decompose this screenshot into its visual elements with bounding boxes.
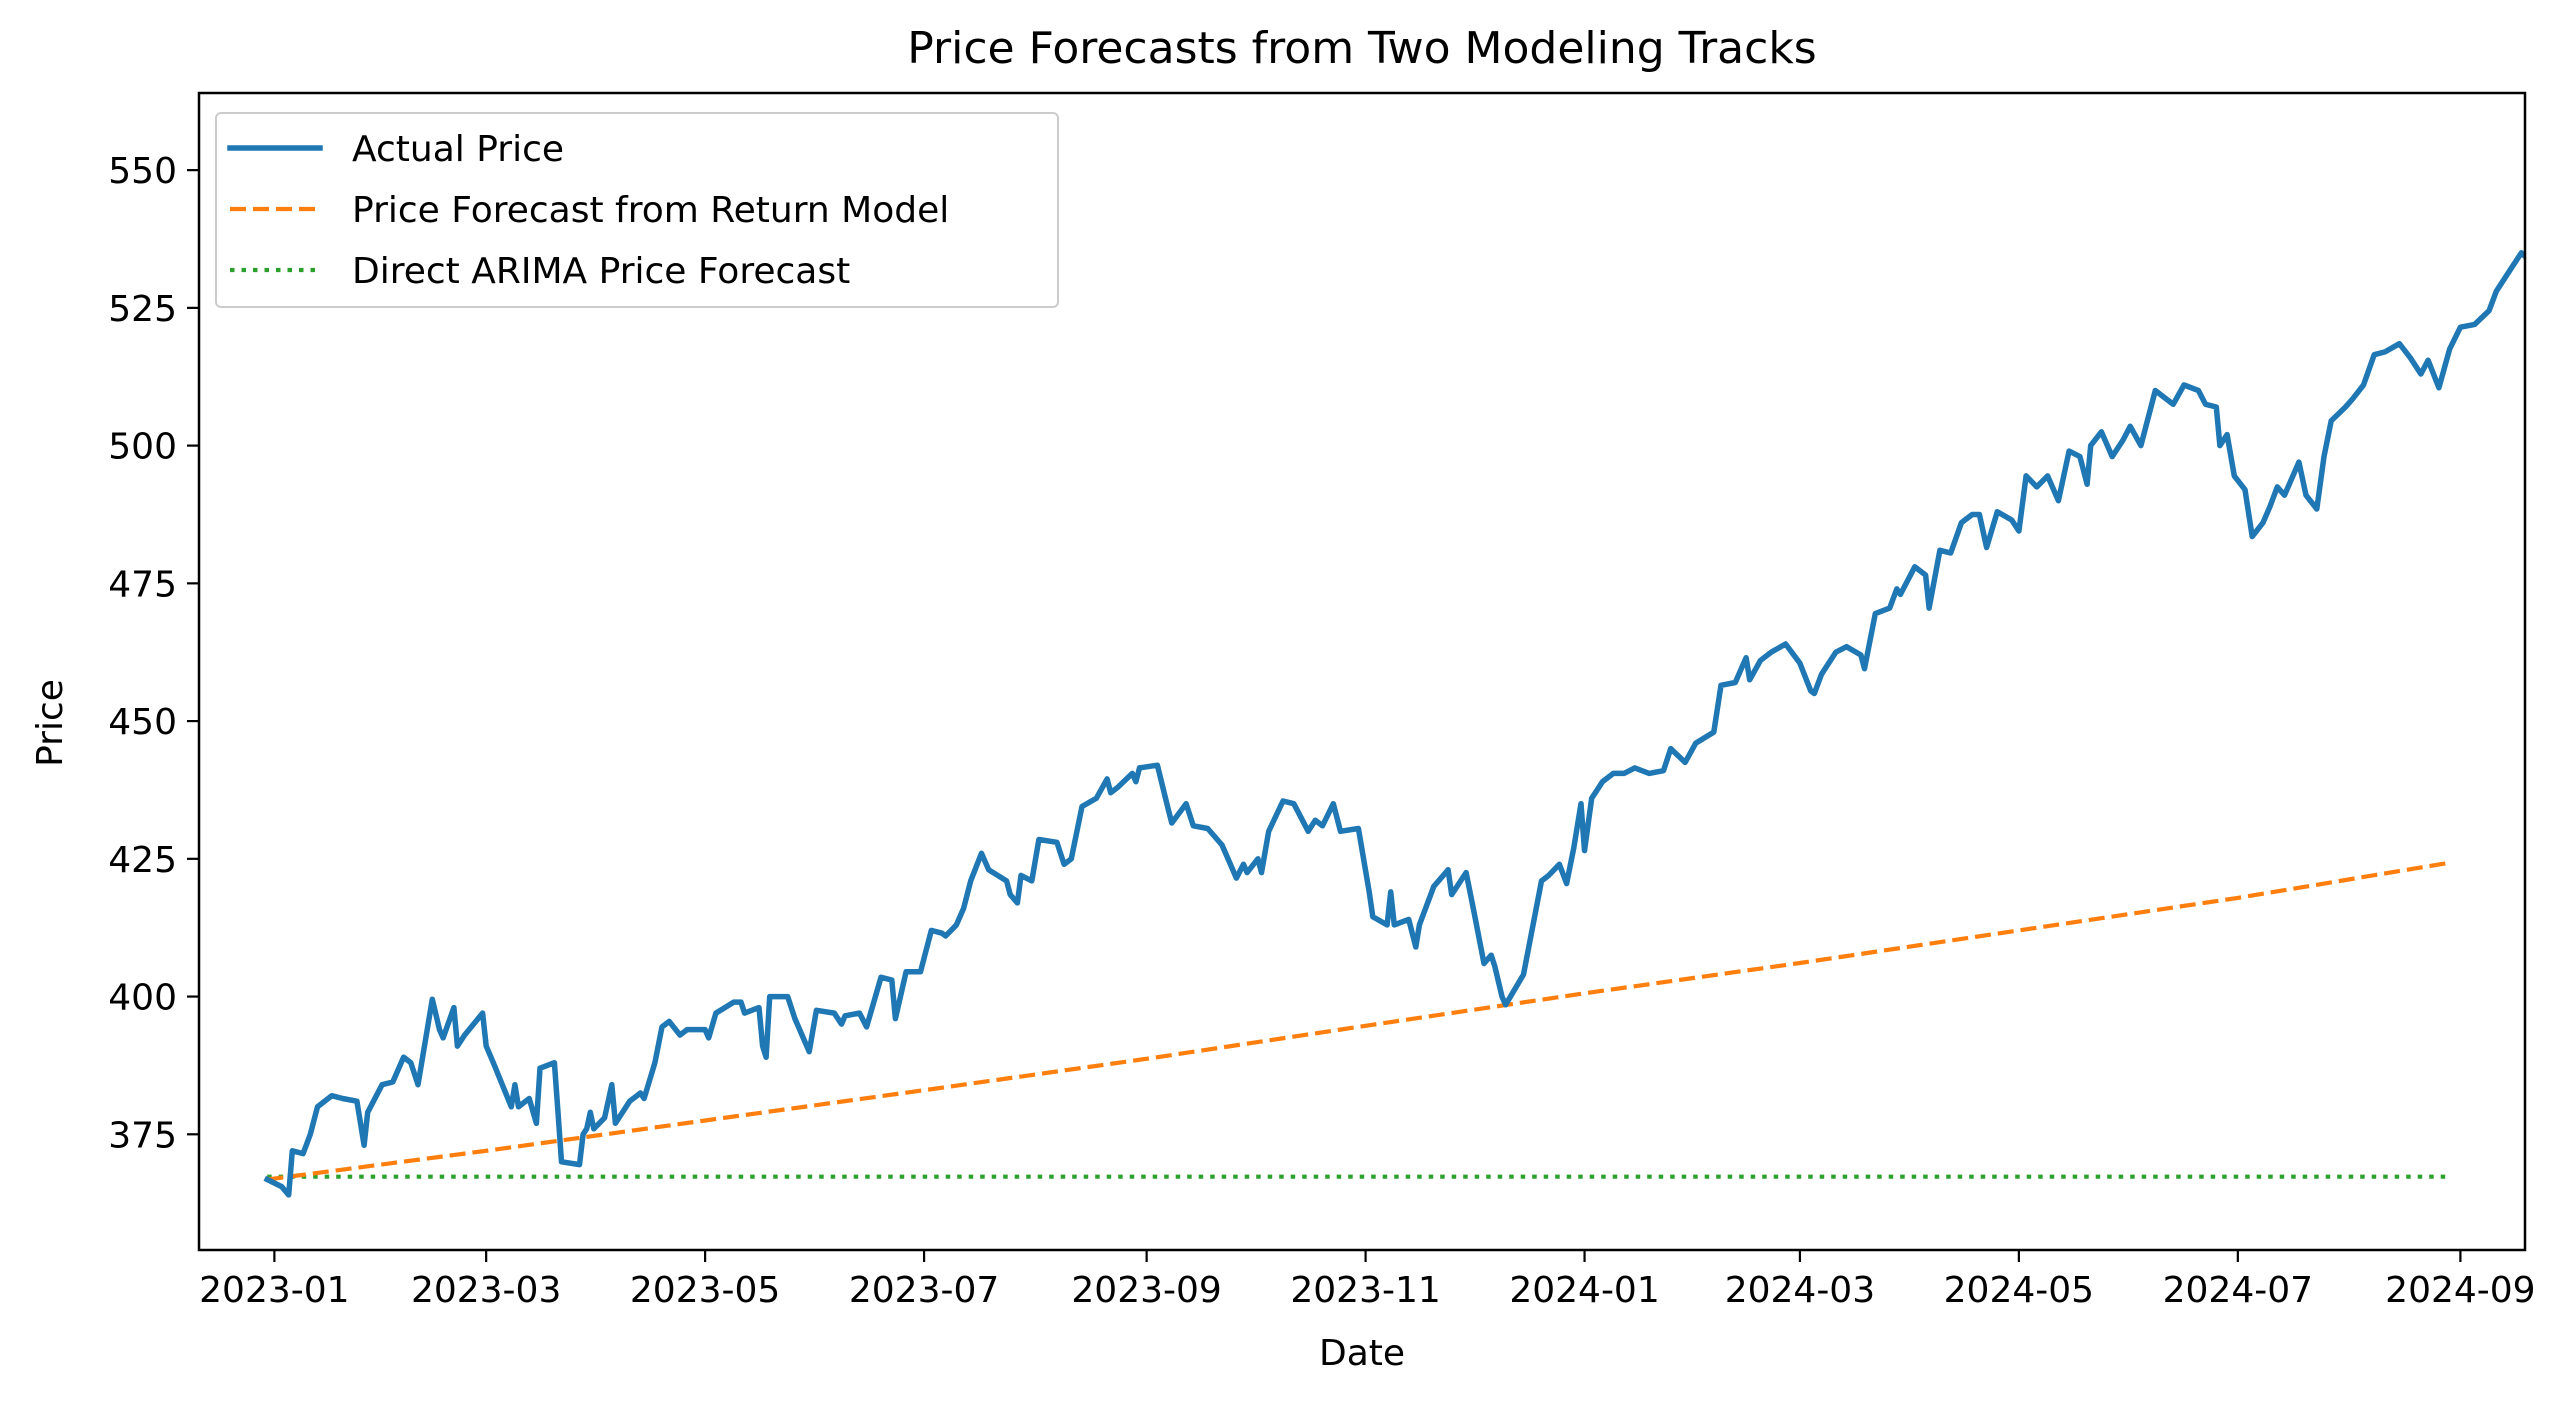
y-tick-label: 550: [108, 151, 177, 192]
y-axis-label: Price: [30, 679, 71, 767]
x-tick-label: 2023-11: [1290, 1270, 1440, 1311]
legend-box: [215, 112, 1059, 308]
x-tick-label: 2023-03: [411, 1270, 561, 1311]
x-tick-label: 2024-01: [1509, 1270, 1659, 1311]
x-tick-label: 2024-07: [2163, 1270, 2313, 1311]
x-tick-label: 2024-05: [1944, 1270, 2094, 1311]
axis-layer: 2023-01 2023-03 2023-05 2023-07 2023-09 2023-…: [108, 151, 2535, 1311]
y-tick-label: 450: [108, 702, 177, 743]
y-tick-label: 525: [108, 289, 177, 330]
legend-entry-return-model-label: Price Forecast from Return Model: [352, 190, 949, 231]
x-tick-label: 2023-07: [849, 1270, 999, 1311]
legend-entry-actual-price-label: Actual Price: [352, 129, 564, 170]
x-tick-label: 2023-01: [199, 1270, 349, 1311]
y-tick-label: 400: [108, 978, 177, 1019]
chart-title: Price Forecasts from Two Modeling Tracks: [907, 23, 1816, 74]
actual-price-line: [263, 250, 2525, 1198]
y-tick-label: 425: [108, 840, 177, 881]
y-tick-label: 475: [108, 564, 177, 605]
x-tick-label: 2023-05: [630, 1270, 780, 1311]
return-model-forecast-line: [266, 860, 2450, 1182]
plot-layer: [263, 250, 2525, 1198]
series-group: [263, 250, 2525, 1198]
x-axis-label: Date: [1319, 1333, 1405, 1374]
x-tick-label: 2024-03: [1725, 1270, 1875, 1311]
x-tick-label: 2024-09: [2385, 1270, 2535, 1311]
legend: Actual Price Price Forecast from Return M…: [215, 112, 1059, 308]
plot-area-frame: [197, 91, 2527, 1252]
y-tick-label: 375: [108, 1115, 177, 1156]
legend-entry-arima-label: Direct ARIMA Price Forecast: [352, 251, 850, 292]
y-tick-label: 500: [108, 427, 177, 468]
x-tick-label: 2023-09: [1071, 1270, 1221, 1311]
